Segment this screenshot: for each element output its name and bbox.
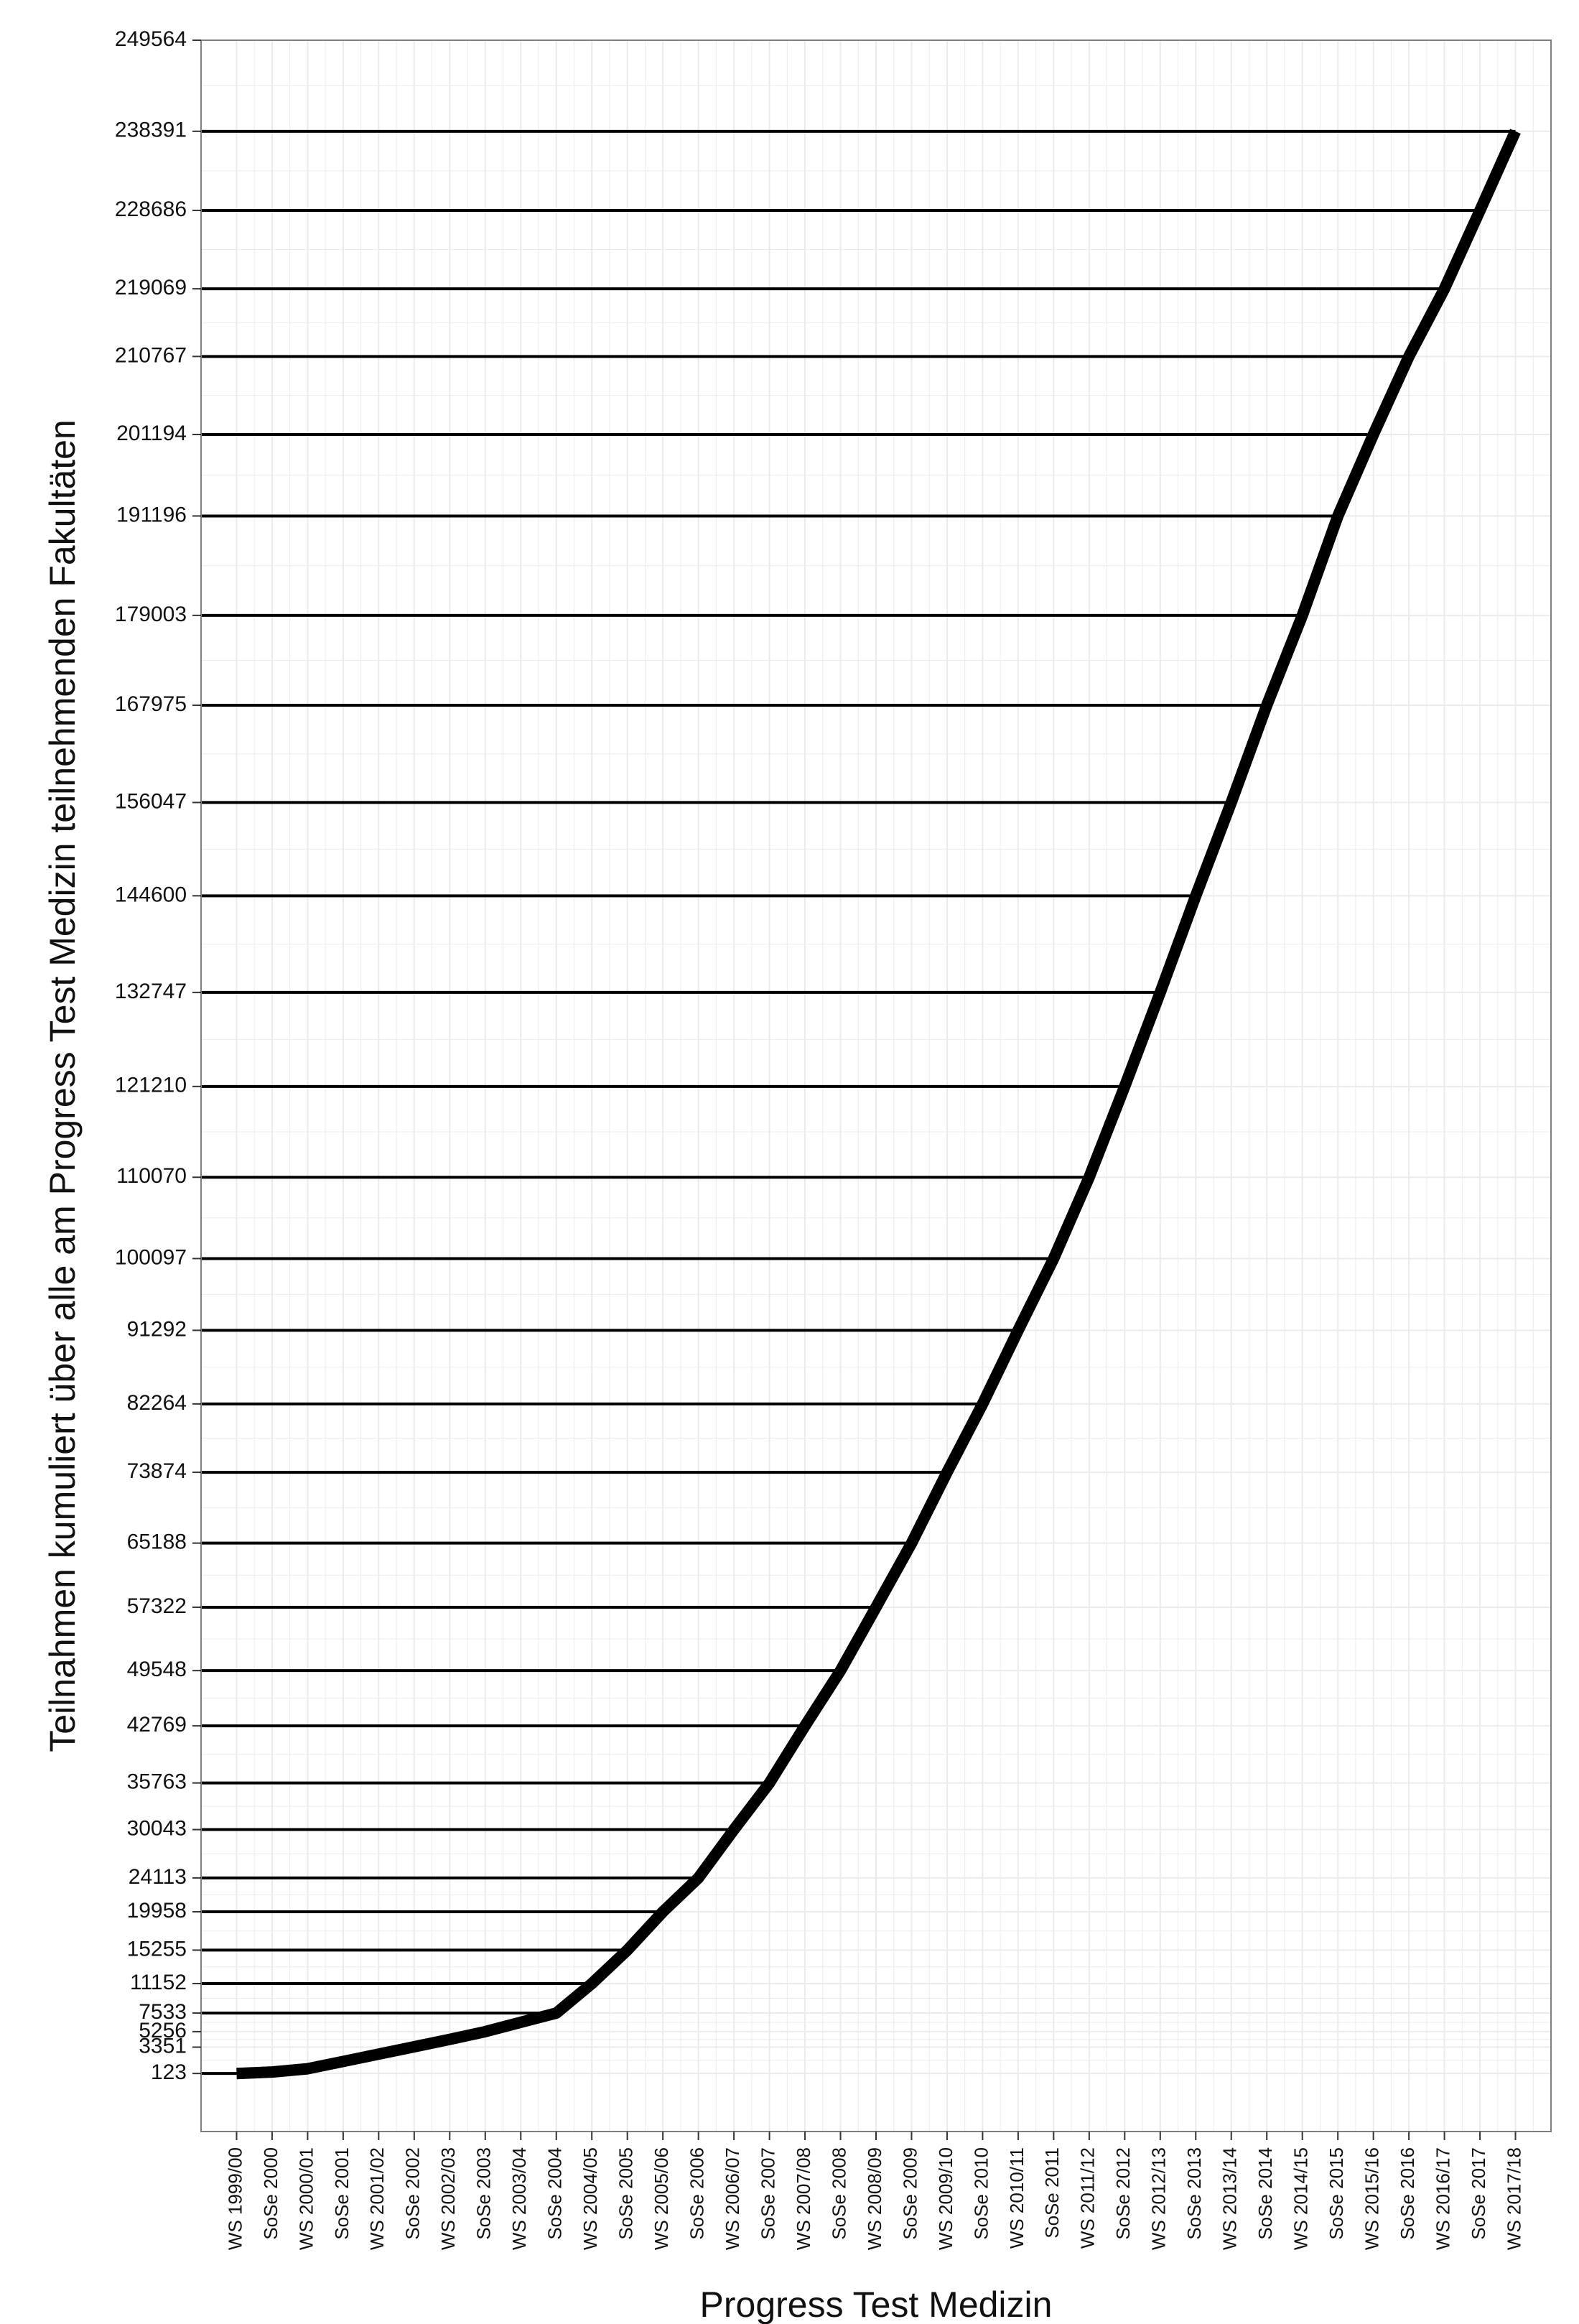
y-tick-label: 57322 (127, 1594, 187, 1618)
x-axis: WS 1999/00 SoSe 2000 WS 2000/01 SoSe 2001 WS… (224, 2132, 1524, 2250)
y-tick-label: 100097 (115, 1245, 187, 1269)
y-tick-label: 219069 (115, 276, 187, 299)
x-tick-label: SoSe 2016 (1397, 2147, 1418, 2240)
x-tick-label: WS 2006/07 (722, 2147, 743, 2250)
x-tick-label: WS 2009/10 (935, 2147, 956, 2250)
x-tick-label: WS 2002/03 (437, 2147, 459, 2250)
x-tick-label: WS 2014/15 (1290, 2147, 1312, 2250)
y-tick-label: 35763 (127, 1770, 187, 1794)
y-tick-label: 42769 (127, 1713, 187, 1737)
y-tick-label: 238391 (115, 118, 187, 142)
y-tick-label: 201194 (116, 422, 187, 445)
x-tick-label: SoSe 2012 (1112, 2147, 1134, 2240)
y-tick-label: 123 (151, 2060, 187, 2084)
x-tick-label: WS 2004/05 (579, 2147, 601, 2250)
y-tick-label: 5256 (139, 2019, 187, 2042)
x-tick-label: WS 2013/14 (1219, 2147, 1241, 2250)
y-axis-title: Teilnahmen kumuliert über alle am Progre… (42, 419, 83, 1752)
y-tick-label: 191196 (116, 503, 187, 526)
y-tick-label: 110070 (116, 1164, 187, 1188)
y-tick-label: 19958 (127, 1899, 187, 1923)
x-axis-title: Progress Test Medizin (700, 2285, 1053, 2324)
x-tick-label: WS 2003/04 (508, 2147, 530, 2250)
y-tick-label: 91292 (127, 1317, 187, 1341)
y-tick-label: 24113 (129, 1865, 187, 1889)
x-tick-label: WS 1999/00 (224, 2147, 246, 2250)
x-tick-label: SoSe 2017 (1468, 2147, 1489, 2240)
x-tick-label: WS 2012/13 (1148, 2147, 1170, 2250)
y-tick-label: 167975 (115, 692, 187, 716)
y-tick-label: 15255 (127, 1937, 187, 1961)
x-tick-label: SoSe 2014 (1254, 2147, 1276, 2240)
y-tick-label: 49548 (127, 1658, 187, 1681)
y-tick-label: 156047 (115, 789, 187, 813)
y-tick-label: 144600 (115, 883, 187, 906)
x-tick-label: SoSe 2007 (757, 2147, 778, 2240)
y-tick-label: 179003 (115, 603, 187, 626)
x-tick-label: SoSe 2008 (828, 2147, 849, 2240)
y-tick-label: 11152 (130, 1971, 187, 1994)
x-tick-label: WS 2005/06 (651, 2147, 672, 2250)
y-tick-label: 210767 (115, 343, 187, 367)
x-tick-label: WS 2016/17 (1432, 2147, 1453, 2250)
x-tick-label: WS 2000/01 (295, 2147, 317, 2250)
x-tick-label: WS 2008/09 (864, 2147, 885, 2250)
y-tick-label: 73874 (127, 1459, 187, 1483)
y-tick-label: 30043 (127, 1816, 187, 1840)
x-tick-label: SoSe 2009 (899, 2147, 921, 2240)
x-tick-label: WS 2015/16 (1361, 2147, 1383, 2250)
x-tick-label: SoSe 2005 (615, 2147, 637, 2240)
y-tick-label: 3351 (139, 2034, 187, 2058)
x-tick-label: SoSe 2001 (331, 2147, 353, 2240)
x-tick-label: WS 2011/12 (1077, 2147, 1099, 2249)
y-tick-label: 7533 (139, 2000, 187, 2024)
x-tick-label: SoSe 2000 (260, 2147, 281, 2240)
y-tick-label: 132747 (115, 980, 187, 1003)
x-tick-label: WS 2010/11 (1006, 2147, 1028, 2249)
x-tick-label: SoSe 2006 (686, 2147, 708, 2240)
x-tick-label: SoSe 2013 (1183, 2147, 1205, 2240)
x-tick-label: SoSe 2010 (970, 2147, 992, 2240)
y-tick-label: 65188 (127, 1530, 187, 1554)
y-tick-label: 249564 (115, 27, 187, 51)
x-tick-label: SoSe 2004 (544, 2147, 566, 2240)
x-tick-label: WS 2017/18 (1503, 2147, 1524, 2250)
y-tick-label: 121210 (115, 1074, 187, 1097)
series-layer (236, 129, 1521, 2080)
y-tick-label: 228686 (115, 197, 187, 221)
reference-lines (201, 129, 1516, 2076)
x-tick-label: SoSe 2011 (1041, 2147, 1063, 2239)
x-tick-label: SoSe 2002 (402, 2147, 424, 2240)
x-tick-label: WS 2001/02 (366, 2147, 388, 2250)
x-tick-label: WS 2007/08 (793, 2147, 814, 2250)
y-tick-label: 82264 (127, 1391, 187, 1415)
x-tick-label: SoSe 2015 (1326, 2147, 1347, 2240)
x-tick-label: SoSe 2003 (473, 2147, 495, 2240)
